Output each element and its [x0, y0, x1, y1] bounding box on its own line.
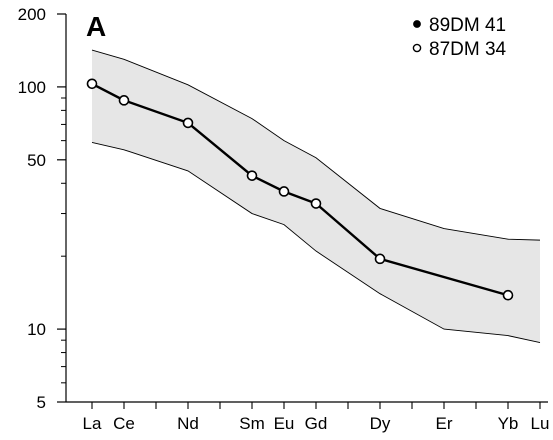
x-tick-label: Dy: [370, 414, 391, 433]
range-band-fill: [92, 50, 540, 343]
panel-label: A: [86, 11, 106, 42]
range-band: [91, 49, 541, 343]
y-tick-label: 100: [18, 78, 46, 97]
axes: [65, 14, 548, 403]
y-tick-label: 50: [27, 151, 46, 170]
y-tick-label: 200: [18, 5, 46, 24]
x-tick-label: Yb: [498, 414, 519, 433]
y-tick-label: 10: [27, 320, 46, 339]
legend-filled-circle-marker: [413, 20, 421, 28]
series: [86, 78, 514, 301]
y-tick-label: 5: [37, 393, 46, 412]
x-tick-label: Nd: [177, 414, 199, 433]
x-tick-label: Eu: [274, 414, 295, 433]
data-point: [278, 186, 290, 197]
data-point: [182, 117, 194, 129]
data-point: [502, 289, 514, 301]
legend-open-circle-marker: [412, 43, 422, 53]
x-tick-label: Sm: [239, 414, 265, 433]
x-tick-label: Er: [436, 414, 453, 433]
x-tick-label: Gd: [305, 414, 328, 433]
legend: 89DM 41 87DM 34: [412, 15, 507, 60]
x-ticks: La Ce Nd Sm Eu Gd Dy Er Yb Lu: [83, 402, 550, 433]
data-point: [310, 198, 322, 209]
legend-label: 87DM 34: [429, 39, 507, 60]
x-tick-label: Ce: [113, 414, 135, 433]
legend-label: 89DM 41: [429, 15, 506, 36]
data-point: [86, 78, 98, 90]
x-tick-label: Lu: [531, 414, 550, 433]
data-point: [246, 170, 258, 181]
series-line: [91, 82, 509, 297]
range-band-lower-line: [91, 141, 541, 343]
data-point: [118, 95, 130, 106]
data-point: [374, 253, 386, 265]
y-ticks: 5 10 50 100 200: [18, 5, 66, 412]
x-tick-label: La: [83, 414, 102, 433]
range-band-upper-line: [91, 49, 541, 241]
